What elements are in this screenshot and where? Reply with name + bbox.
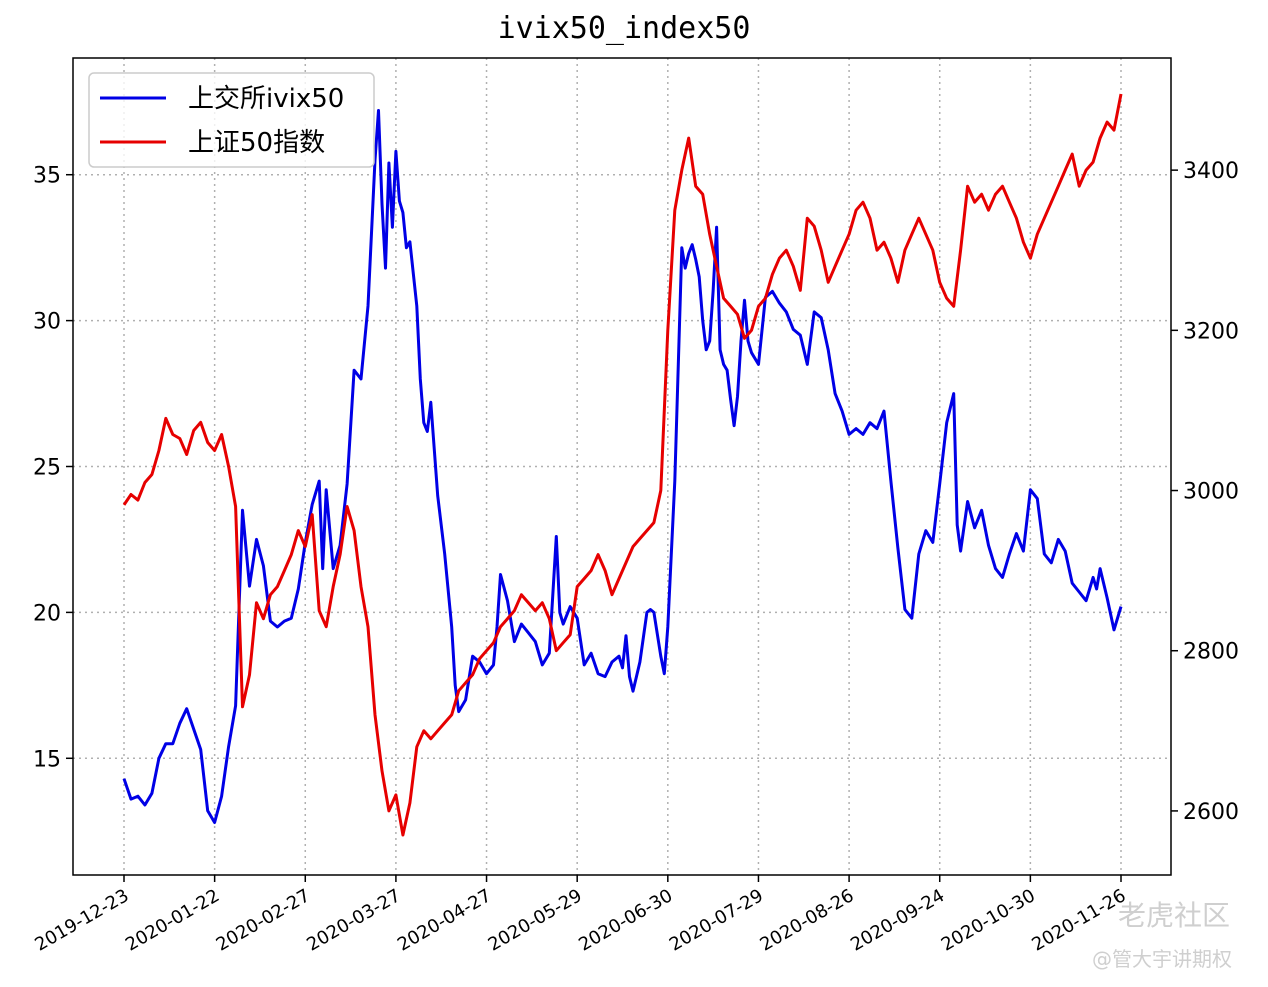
x-tick-label: 2020-11-26 [1028, 885, 1129, 955]
watermark-brand: 老虎社区 [1118, 899, 1230, 932]
right-y-tick-label: 2600 [1183, 800, 1239, 825]
x-tick-label: 2020-10-30 [938, 885, 1039, 955]
x-axis: 2019-12-232020-01-222020-02-272020-03-27… [31, 875, 1130, 956]
x-tick-label: 2020-05-29 [485, 885, 586, 955]
left-y-tick-label: 15 [33, 747, 61, 772]
right-y-tick-label: 3000 [1183, 480, 1239, 505]
series-line-index50 [122, 93, 1123, 837]
right-y-tick-label: 3400 [1183, 159, 1239, 184]
left-y-tick-label: 25 [33, 456, 61, 481]
legend-label-index: 上证50指数 [188, 128, 325, 158]
x-tick-label: 2020-04-27 [394, 885, 495, 955]
x-tick-label: 2020-09-24 [847, 885, 948, 955]
right-y-tick-label: 2800 [1183, 640, 1239, 665]
legend-label-ivix: 上交所ivix50 [188, 84, 344, 114]
watermark-author: @管大宇讲期权 [1092, 947, 1232, 971]
left-y-tick-label: 35 [33, 164, 61, 189]
x-tick-label: 2020-08-26 [756, 885, 857, 955]
x-tick-label: 2020-01-22 [122, 885, 223, 955]
left-y-tick-label: 20 [33, 601, 61, 626]
watermark: 老虎社区 @管大宇讲期权 [1092, 899, 1232, 971]
x-tick-label: 2020-06-30 [575, 885, 676, 955]
x-tick-label: 2019-12-23 [31, 885, 132, 955]
right-y-axis: 2600 2800 3000 3200 3400 [1171, 159, 1239, 825]
right-y-tick-label: 3200 [1183, 319, 1239, 344]
x-tick-label: 2020-02-27 [213, 885, 314, 955]
series-line-ivix50 [122, 109, 1123, 824]
left-y-tick-label: 30 [33, 310, 61, 335]
series-lines [122, 93, 1123, 837]
legend: 上交所ivix50 上证50指数 [88, 72, 375, 168]
x-tick-label: 2020-03-27 [303, 885, 404, 955]
plot-frame [72, 57, 1172, 876]
chart-title: ivix50_index50 [498, 11, 751, 46]
left-y-axis: 15 20 25 30 35 [33, 164, 73, 772]
x-tick-label: 2020-07-29 [666, 885, 767, 955]
grid [73, 58, 1171, 875]
